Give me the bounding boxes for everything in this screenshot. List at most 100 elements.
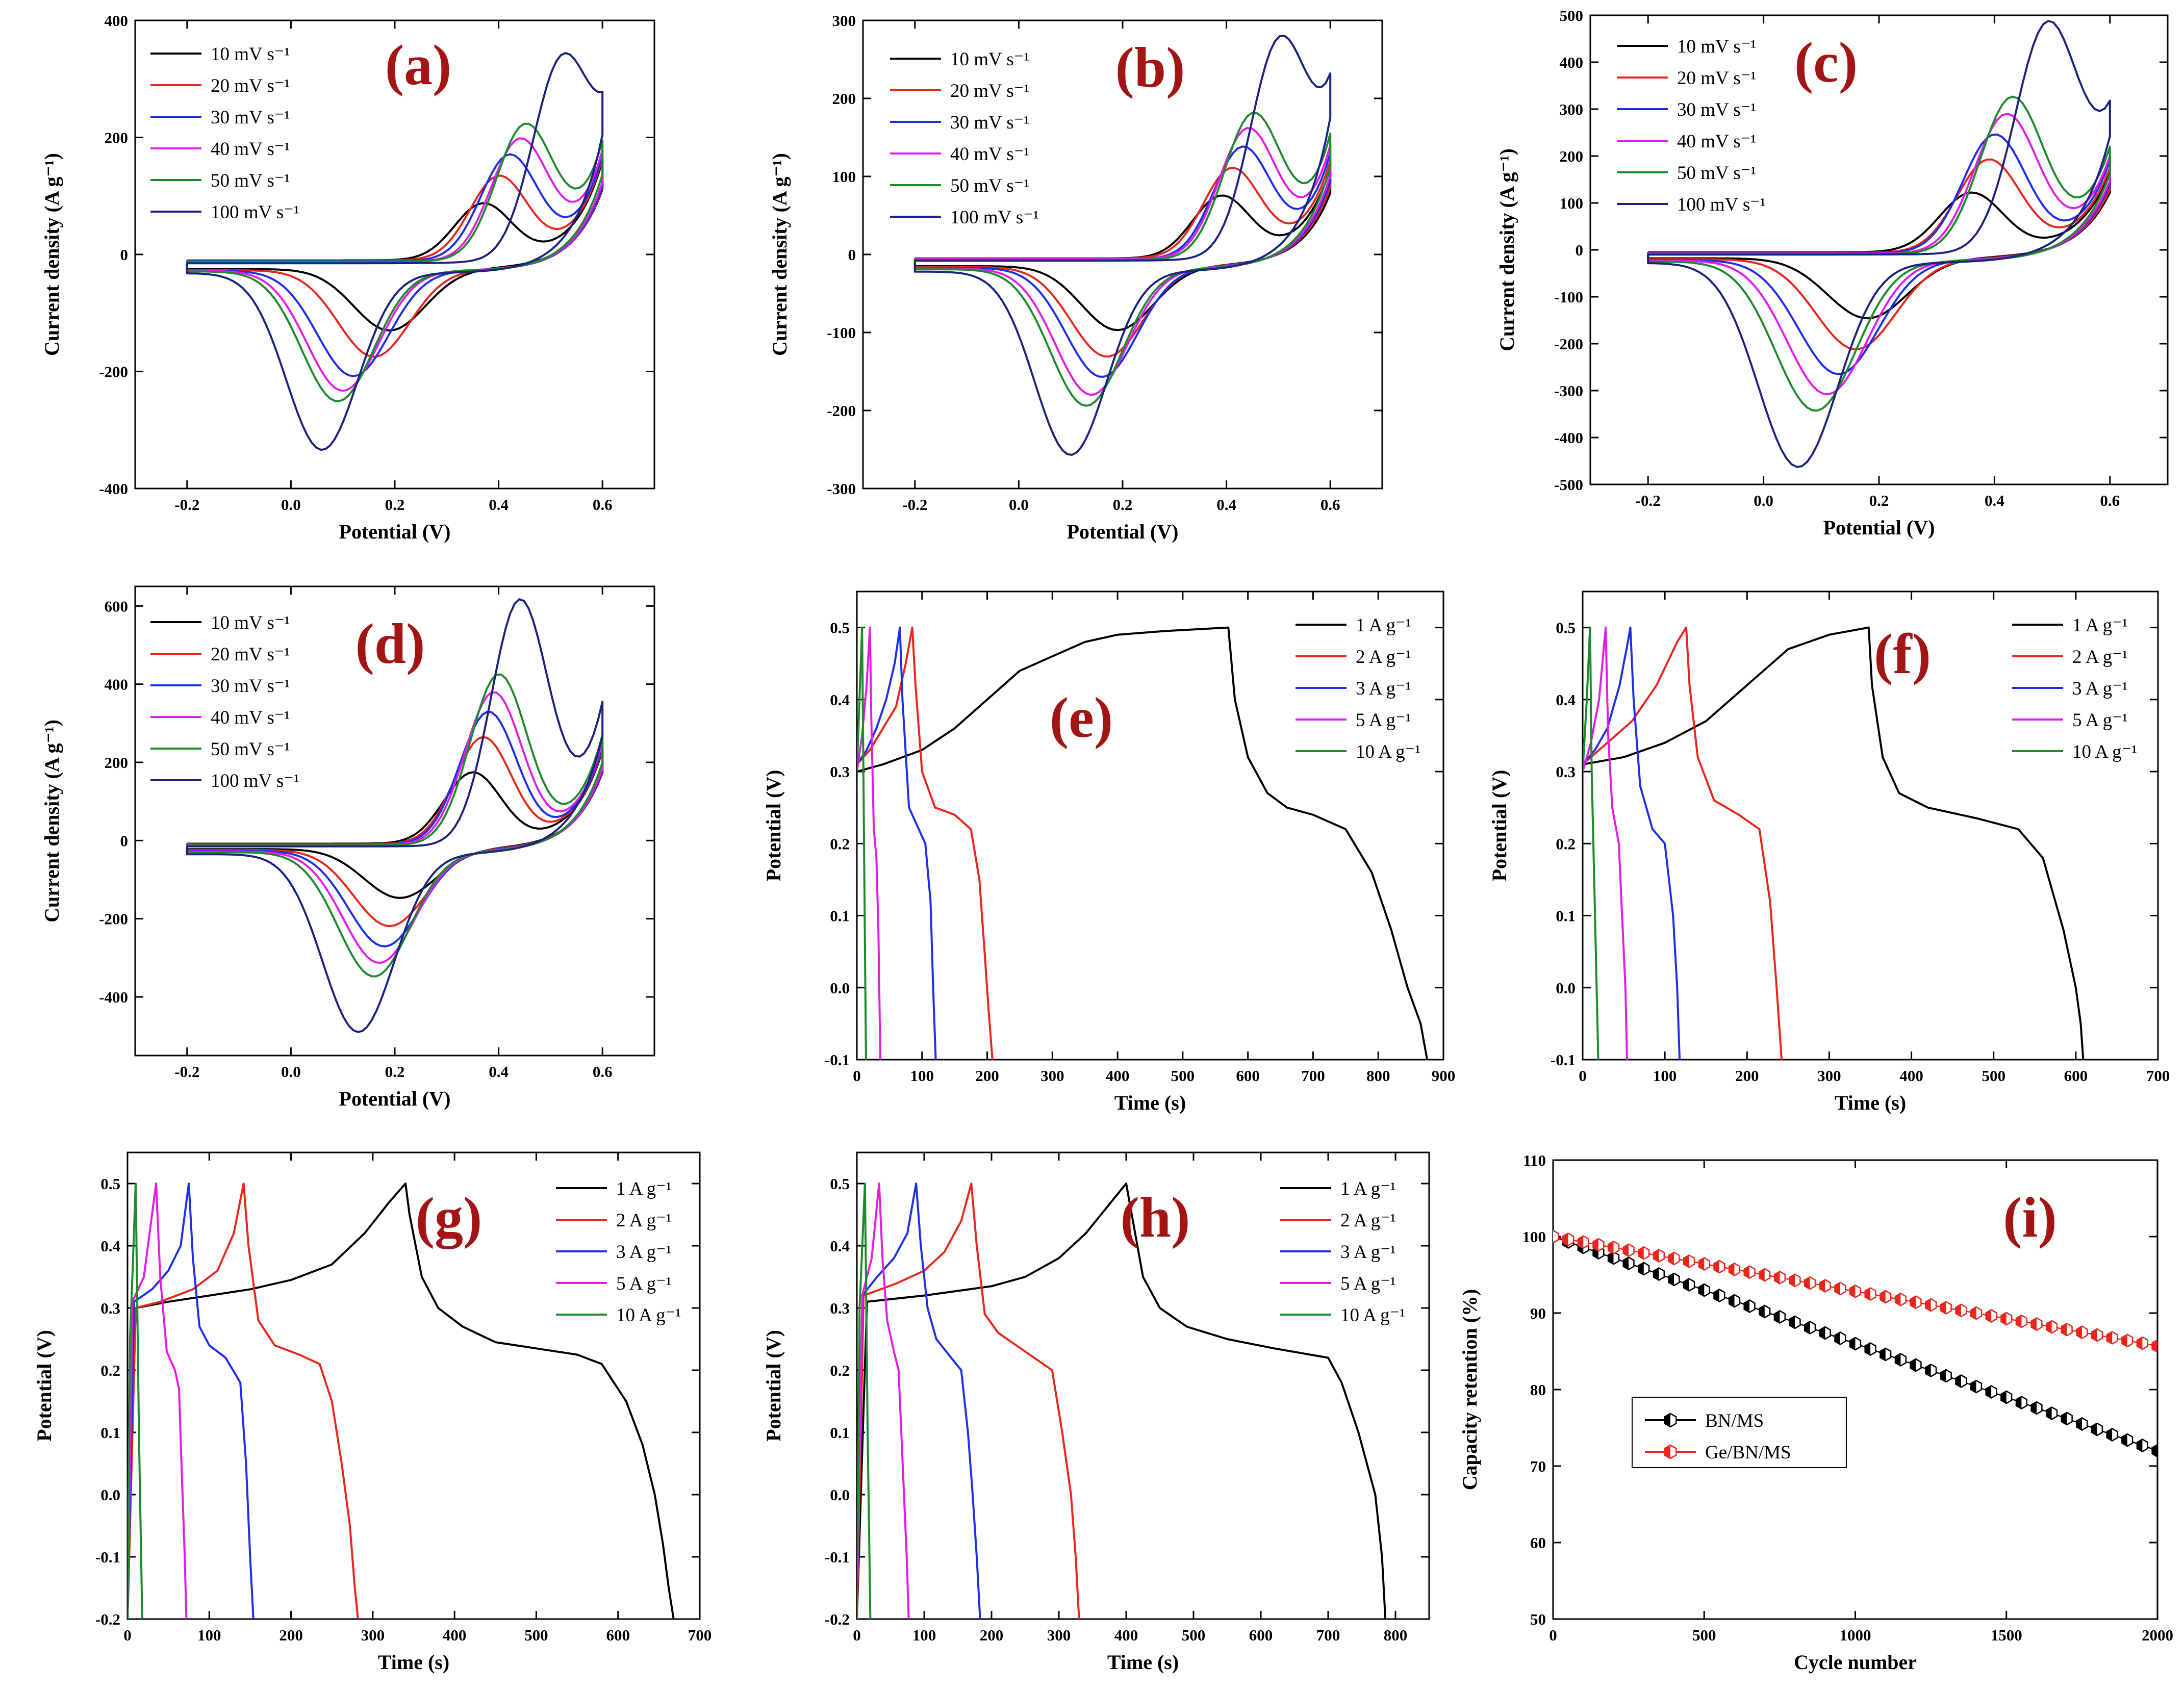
x-tick-label: 200: [975, 1067, 999, 1085]
series-marker-fill: [1759, 1305, 1765, 1318]
y-axis-title: Current density (A g⁻¹): [40, 153, 63, 356]
x-tick-label: 0.4: [1216, 496, 1236, 514]
y-tick-label: 60: [1530, 1534, 1546, 1552]
y-tick-label: -200: [827, 402, 856, 420]
legend-label: 30 mV s⁻¹: [1677, 99, 1756, 120]
y-tick-label: 0.0: [830, 1486, 850, 1504]
panel-label: (f): [1874, 623, 1931, 686]
panel-c: -0.2 0.0 0.2 0.4 0.6 -500 -400 -300 -200 -100 0 100…: [1495, 7, 2169, 539]
x-tick-label: -0.2: [174, 1063, 199, 1081]
legend-label: 40 mV s⁻¹: [1677, 131, 1756, 152]
series-marker-fill: [1880, 1348, 1886, 1361]
series-group: [1553, 1229, 2157, 1458]
y-tick-label: 200: [1560, 147, 1584, 165]
legend-label: 40 mV s⁻¹: [950, 144, 1029, 165]
series-line-1: [857, 1183, 1080, 1619]
y-tick-label: 0.3: [1556, 763, 1576, 781]
y-tick-label: 0.5: [1556, 619, 1576, 637]
series-marker-fill: [1971, 1380, 1976, 1393]
legend-label: 2 A g⁻¹: [1356, 647, 1411, 668]
series-marker-fill: [1865, 1288, 1871, 1300]
plot-frame: [126, 1151, 701, 1620]
x-tick-label: 0.2: [385, 496, 405, 514]
series-line-3: [857, 1183, 910, 1619]
series-marker-fill: [1805, 1277, 1810, 1290]
x-tick-label: 0.0: [281, 1063, 301, 1081]
x-axis-title: Cycle number: [1794, 1651, 1917, 1674]
x-tick-label: 0.0: [281, 496, 301, 514]
series-marker-fill: [1895, 1353, 1901, 1366]
y-tick-label: 0.0: [100, 1486, 120, 1504]
y-tick-label: 0.2: [1556, 835, 1576, 853]
panel-label: (a): [385, 34, 452, 97]
y-tick-label: 400: [105, 676, 129, 694]
y-tick-label: 200: [105, 754, 129, 772]
legend-label: 1 A g⁻¹: [2072, 615, 2128, 636]
series-group: [128, 1183, 675, 1619]
y-tick-label: -200: [99, 363, 128, 381]
legend: 10 mV s⁻¹ 20 mV s⁻¹ 30 mV s⁻¹ 40 mV s⁻¹ 50 m…: [1617, 36, 1766, 215]
legend: 10 mV s⁻¹ 20 mV s⁻¹ 30 mV s⁻¹ 40 mV s⁻¹ 50 m…: [150, 44, 299, 223]
y-tick-label: 0.0: [830, 979, 850, 997]
y-axis-title: Capacity retention (%): [1458, 1289, 1481, 1491]
x-tick-label: 0.2: [1869, 492, 1889, 509]
legend-label: 3 A g⁻¹: [1340, 1242, 1396, 1263]
y-tick-label: 0.4: [830, 1237, 850, 1255]
series-marker-fill: [1819, 1327, 1825, 1339]
legend-label: 10 A g⁻¹: [1340, 1305, 1405, 1326]
x-tick-label: 800: [1384, 1626, 1408, 1644]
series-marker-fill: [1698, 1284, 1705, 1296]
x-axis-title: Potential (V): [1823, 516, 1935, 539]
series-marker-fill: [2152, 1445, 2157, 1457]
series-marker-fill: [2092, 1423, 2097, 1435]
legend-label: 30 mV s⁻¹: [211, 676, 290, 697]
series-marker-fill: [1880, 1290, 1886, 1303]
y-tick-label: 80: [1530, 1381, 1546, 1399]
x-tick-label: 0.6: [593, 1063, 613, 1081]
series-line-0: [857, 626, 1429, 1060]
legend-label: 30 mV s⁻¹: [211, 107, 290, 128]
x-tick-label: 500: [1171, 1067, 1195, 1085]
x-tick-label: 200: [980, 1626, 1004, 1644]
legend-label: 10 mV s⁻¹: [211, 612, 290, 633]
series-line-5: [186, 598, 604, 1033]
y-tick-label: 0.1: [1556, 907, 1576, 925]
x-tick-label: 700: [1316, 1626, 1340, 1644]
series-marker-fill: [1774, 1311, 1780, 1323]
panel-label: (h): [1121, 1186, 1190, 1249]
y-tick-label: 0.3: [100, 1299, 120, 1317]
series-marker-fill: [1940, 1301, 1946, 1314]
y-tick-label: 0.1: [100, 1424, 120, 1442]
series-marker-fill: [1895, 1293, 1901, 1306]
series-marker-fill: [2137, 1337, 2143, 1350]
x-tick-label: 400: [1114, 1626, 1138, 1644]
series-line-5: [913, 34, 1332, 456]
y-tick-label: 0: [120, 832, 129, 850]
series-line-4: [186, 122, 604, 402]
legend-label: 10 A g⁻¹: [616, 1305, 681, 1326]
legend-label: 1 A g⁻¹: [1356, 615, 1411, 636]
y-tick-label: -500: [1554, 476, 1583, 494]
plot-frame: [1582, 591, 2159, 1061]
legend: 10 mV s⁻¹ 20 mV s⁻¹ 30 mV s⁻¹ 40 mV s⁻¹ 50 m…: [150, 612, 299, 791]
series-line-2: [857, 626, 937, 1060]
series-line-5: [186, 52, 604, 451]
legend-label: 10 mV s⁻¹: [950, 49, 1029, 70]
x-tick-label: 0.6: [593, 496, 613, 514]
series-marker: [1553, 1229, 1559, 1244]
series-marker-fill: [2001, 1312, 2007, 1325]
panel-label: (g): [416, 1186, 482, 1249]
x-axis-title: Time (s): [1835, 1091, 1906, 1114]
x-tick-label: 500: [1982, 1067, 2005, 1085]
x-tick-label: 200: [1735, 1067, 1759, 1085]
legend: 1 A g⁻¹ 2 A g⁻¹ 3 A g⁻¹ 5 A g⁻¹ 10 A g⁻¹: [556, 1178, 681, 1326]
x-tick-label: 800: [1366, 1067, 1390, 1085]
legend-label: 2 A g⁻¹: [1340, 1210, 1396, 1231]
series-marker-fill: [2152, 1340, 2157, 1352]
x-tick-label: 0.0: [1009, 496, 1029, 514]
legend-label: 20 mV s⁻¹: [950, 81, 1029, 101]
y-axis-title: Current density (A g⁻¹): [1495, 148, 1518, 351]
series-line-4: [128, 1183, 143, 1619]
y-tick-label: 0.2: [830, 835, 850, 853]
